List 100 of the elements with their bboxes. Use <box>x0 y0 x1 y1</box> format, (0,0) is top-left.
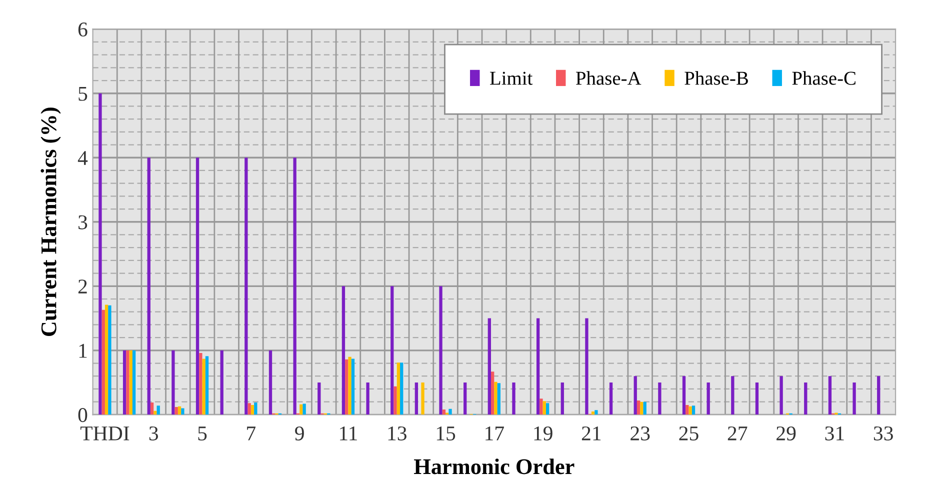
bar <box>102 310 105 415</box>
bar <box>585 318 588 415</box>
bar <box>396 362 400 415</box>
x-tick-label: 13 <box>388 426 406 440</box>
bar <box>178 406 182 415</box>
bar <box>181 408 184 415</box>
x-tick-label: 7 <box>247 426 256 440</box>
bar <box>494 382 498 415</box>
bar <box>560 382 564 415</box>
bar <box>199 352 202 415</box>
bar <box>442 410 446 415</box>
bar <box>658 382 662 415</box>
y-axis-title: Current Harmonics (%) <box>40 108 61 336</box>
bar <box>132 350 136 415</box>
bar <box>448 408 452 415</box>
bar <box>129 350 132 415</box>
bar <box>390 286 394 415</box>
x-tick-label: 31 <box>825 426 844 440</box>
bar <box>731 376 734 415</box>
y-tick-label: 4 <box>78 151 88 165</box>
bar <box>686 405 689 415</box>
x-tick-label: 15 <box>436 426 456 440</box>
bar <box>497 383 500 415</box>
bar <box>250 405 254 415</box>
bar <box>755 382 759 415</box>
bar <box>302 404 306 415</box>
bar <box>706 382 710 415</box>
bar <box>244 158 248 415</box>
y-tick-label: 5 <box>78 86 88 101</box>
bar <box>594 410 598 415</box>
x-axis-title: Harmonic Order <box>414 458 574 474</box>
bar <box>318 382 321 415</box>
x-tick-label: 9 <box>295 426 304 440</box>
bar <box>147 158 150 415</box>
y-tick-label: 1 <box>79 344 87 358</box>
bar <box>414 382 418 415</box>
x-tick-label: 27 <box>728 426 748 440</box>
bar <box>643 402 646 415</box>
legend-label: Limit <box>490 72 533 85</box>
y-tick-label: 0 <box>78 408 88 422</box>
bar <box>540 398 543 415</box>
bar <box>682 376 686 415</box>
bar <box>634 376 637 415</box>
bar <box>268 350 272 415</box>
bar <box>512 382 516 415</box>
bar <box>254 402 258 415</box>
bar <box>122 350 126 415</box>
bar <box>780 376 783 415</box>
x-tick-label: 11 <box>340 426 357 440</box>
y-tick-label: 6 <box>78 22 88 37</box>
bar <box>150 402 154 415</box>
bar <box>126 350 130 415</box>
bar <box>636 400 640 415</box>
bar <box>205 356 209 415</box>
bar <box>536 318 540 415</box>
bar <box>488 318 491 415</box>
bar <box>220 350 224 415</box>
x-tick-label: 23 <box>630 426 650 440</box>
bar <box>804 382 808 415</box>
bar <box>546 403 550 415</box>
bar <box>351 358 355 415</box>
bar <box>421 382 424 415</box>
x-tick-label: 17 <box>486 426 504 440</box>
legend-label: Phase-C <box>792 71 856 85</box>
bar <box>156 406 160 415</box>
bar <box>439 286 442 415</box>
bar <box>248 403 251 415</box>
legend-label: Phase-B <box>684 71 748 85</box>
bar <box>692 406 696 415</box>
bar <box>172 350 175 415</box>
bar <box>542 401 546 415</box>
bar <box>108 305 112 415</box>
x-tick-label: 5 <box>198 426 207 440</box>
bar <box>174 406 178 415</box>
bar <box>366 382 370 415</box>
bar <box>342 286 346 415</box>
x-tick-label: THDI <box>80 426 130 440</box>
bar <box>828 376 832 415</box>
bar <box>688 406 692 415</box>
bar <box>104 304 108 415</box>
x-tick-label: 3 <box>149 426 158 440</box>
y-tick-label: 3 <box>78 215 88 230</box>
bar <box>196 158 200 415</box>
bar <box>852 382 856 415</box>
legend-label: Phase-A <box>576 71 642 85</box>
bar <box>345 359 348 415</box>
y-tick-label: 2 <box>78 280 87 294</box>
bar <box>348 356 352 415</box>
x-tick-label: 21 <box>582 426 601 440</box>
bar <box>400 362 404 415</box>
bar <box>293 158 296 415</box>
bar <box>877 376 880 415</box>
x-tick-label: 25 <box>679 426 698 440</box>
bar <box>609 382 613 415</box>
bar <box>300 404 303 415</box>
bar <box>491 372 494 415</box>
bar <box>640 402 644 415</box>
x-tick-label: 33 <box>874 426 893 440</box>
x-tick-label: 19 <box>534 426 552 440</box>
bar <box>98 93 102 415</box>
